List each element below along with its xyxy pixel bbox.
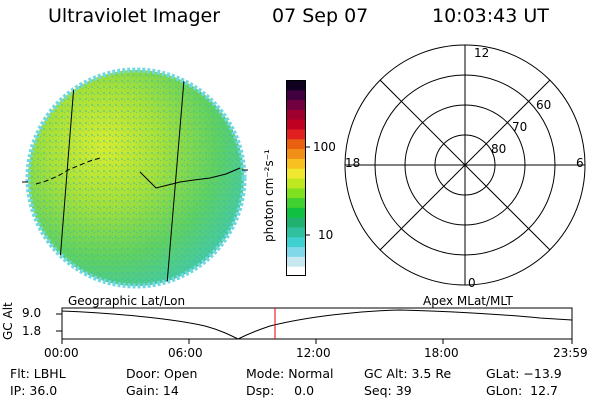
status-door: Door: Open xyxy=(126,366,198,381)
colorbar-band xyxy=(286,119,306,130)
altitude-y-top: 9.0 xyxy=(22,306,42,320)
instrument-title: Ultraviolet Imager xyxy=(48,5,221,27)
colorbar-band xyxy=(286,266,306,277)
polar-ring-label-60: 60 xyxy=(536,98,552,112)
uv-image-disc xyxy=(25,67,247,289)
altitude-y-bottom: 1.8 xyxy=(22,324,42,338)
colorbar-band xyxy=(286,217,306,228)
colorbar-band xyxy=(286,148,306,159)
colorbar-band xyxy=(286,138,306,150)
colorbar-band xyxy=(286,197,306,208)
colorbar-band xyxy=(286,207,306,218)
colorbar-band xyxy=(286,178,306,189)
colorbar-frame xyxy=(286,80,306,276)
colorbar-band xyxy=(286,129,306,140)
colorbar-band xyxy=(286,99,306,110)
polar-label-right: 6 xyxy=(576,156,584,170)
colorbar-band xyxy=(286,158,306,169)
status-gain: Gain: 14 xyxy=(126,383,179,398)
colorbar-band xyxy=(286,168,306,179)
polar-label-left: 18 xyxy=(345,156,361,170)
status-glon: GLon: 12.7 xyxy=(486,383,558,398)
status-mode: Mode: Normal xyxy=(246,366,334,381)
geographic-title: Geographic Lat/Lon xyxy=(68,294,186,308)
colorbar-band xyxy=(286,187,306,199)
status-ip: IP: 36.0 xyxy=(10,383,58,398)
colorbar-tick-100: 100 xyxy=(313,140,336,154)
time-label: 10:03:43 UT xyxy=(432,5,549,27)
polar-ring-label-80: 80 xyxy=(491,142,507,156)
colorbar-band xyxy=(286,236,306,248)
date-label: 07 Sep 07 xyxy=(272,5,369,27)
colorbar-band xyxy=(286,109,306,120)
colorbar-band xyxy=(286,246,306,257)
colorbar-band xyxy=(286,89,306,101)
polar-diagonal-2 xyxy=(379,79,551,251)
altitude-curve xyxy=(61,309,573,340)
status-dsp: Dsp: 0.0 xyxy=(246,383,315,398)
polar-label-bottom: 0 xyxy=(468,276,476,290)
colorbar-ticks xyxy=(306,146,310,236)
colorbar-band xyxy=(286,256,306,267)
apex-title: Apex MLat/MLT xyxy=(423,294,513,308)
x-tick-1800: 18:00 xyxy=(424,346,459,360)
polar-label-top: 12 xyxy=(474,46,490,60)
colorbar xyxy=(286,80,306,277)
x-tick-1200: 12:00 xyxy=(296,346,331,360)
status-glat: GLat: −13.9 xyxy=(486,366,562,381)
status-seq: Seq: 39 xyxy=(364,383,412,398)
x-tick-2359: 23:59 xyxy=(553,346,588,360)
colorbar-gradient xyxy=(286,80,306,277)
status-gc-alt: GC Alt: 3.5 Re xyxy=(364,366,452,381)
x-tick-0000: 00:00 xyxy=(44,346,79,360)
status-filter: Flt: LBHL xyxy=(10,366,66,381)
altitude-plot-frame xyxy=(61,307,573,340)
geographic-grid-lines xyxy=(35,71,241,286)
polar-ring-label-70: 70 xyxy=(512,120,528,134)
colorbar-band xyxy=(286,227,306,238)
x-tick-0600: 06:00 xyxy=(168,346,203,360)
colorbar-band xyxy=(286,80,306,91)
colorbar-tick-10: 10 xyxy=(318,228,334,242)
